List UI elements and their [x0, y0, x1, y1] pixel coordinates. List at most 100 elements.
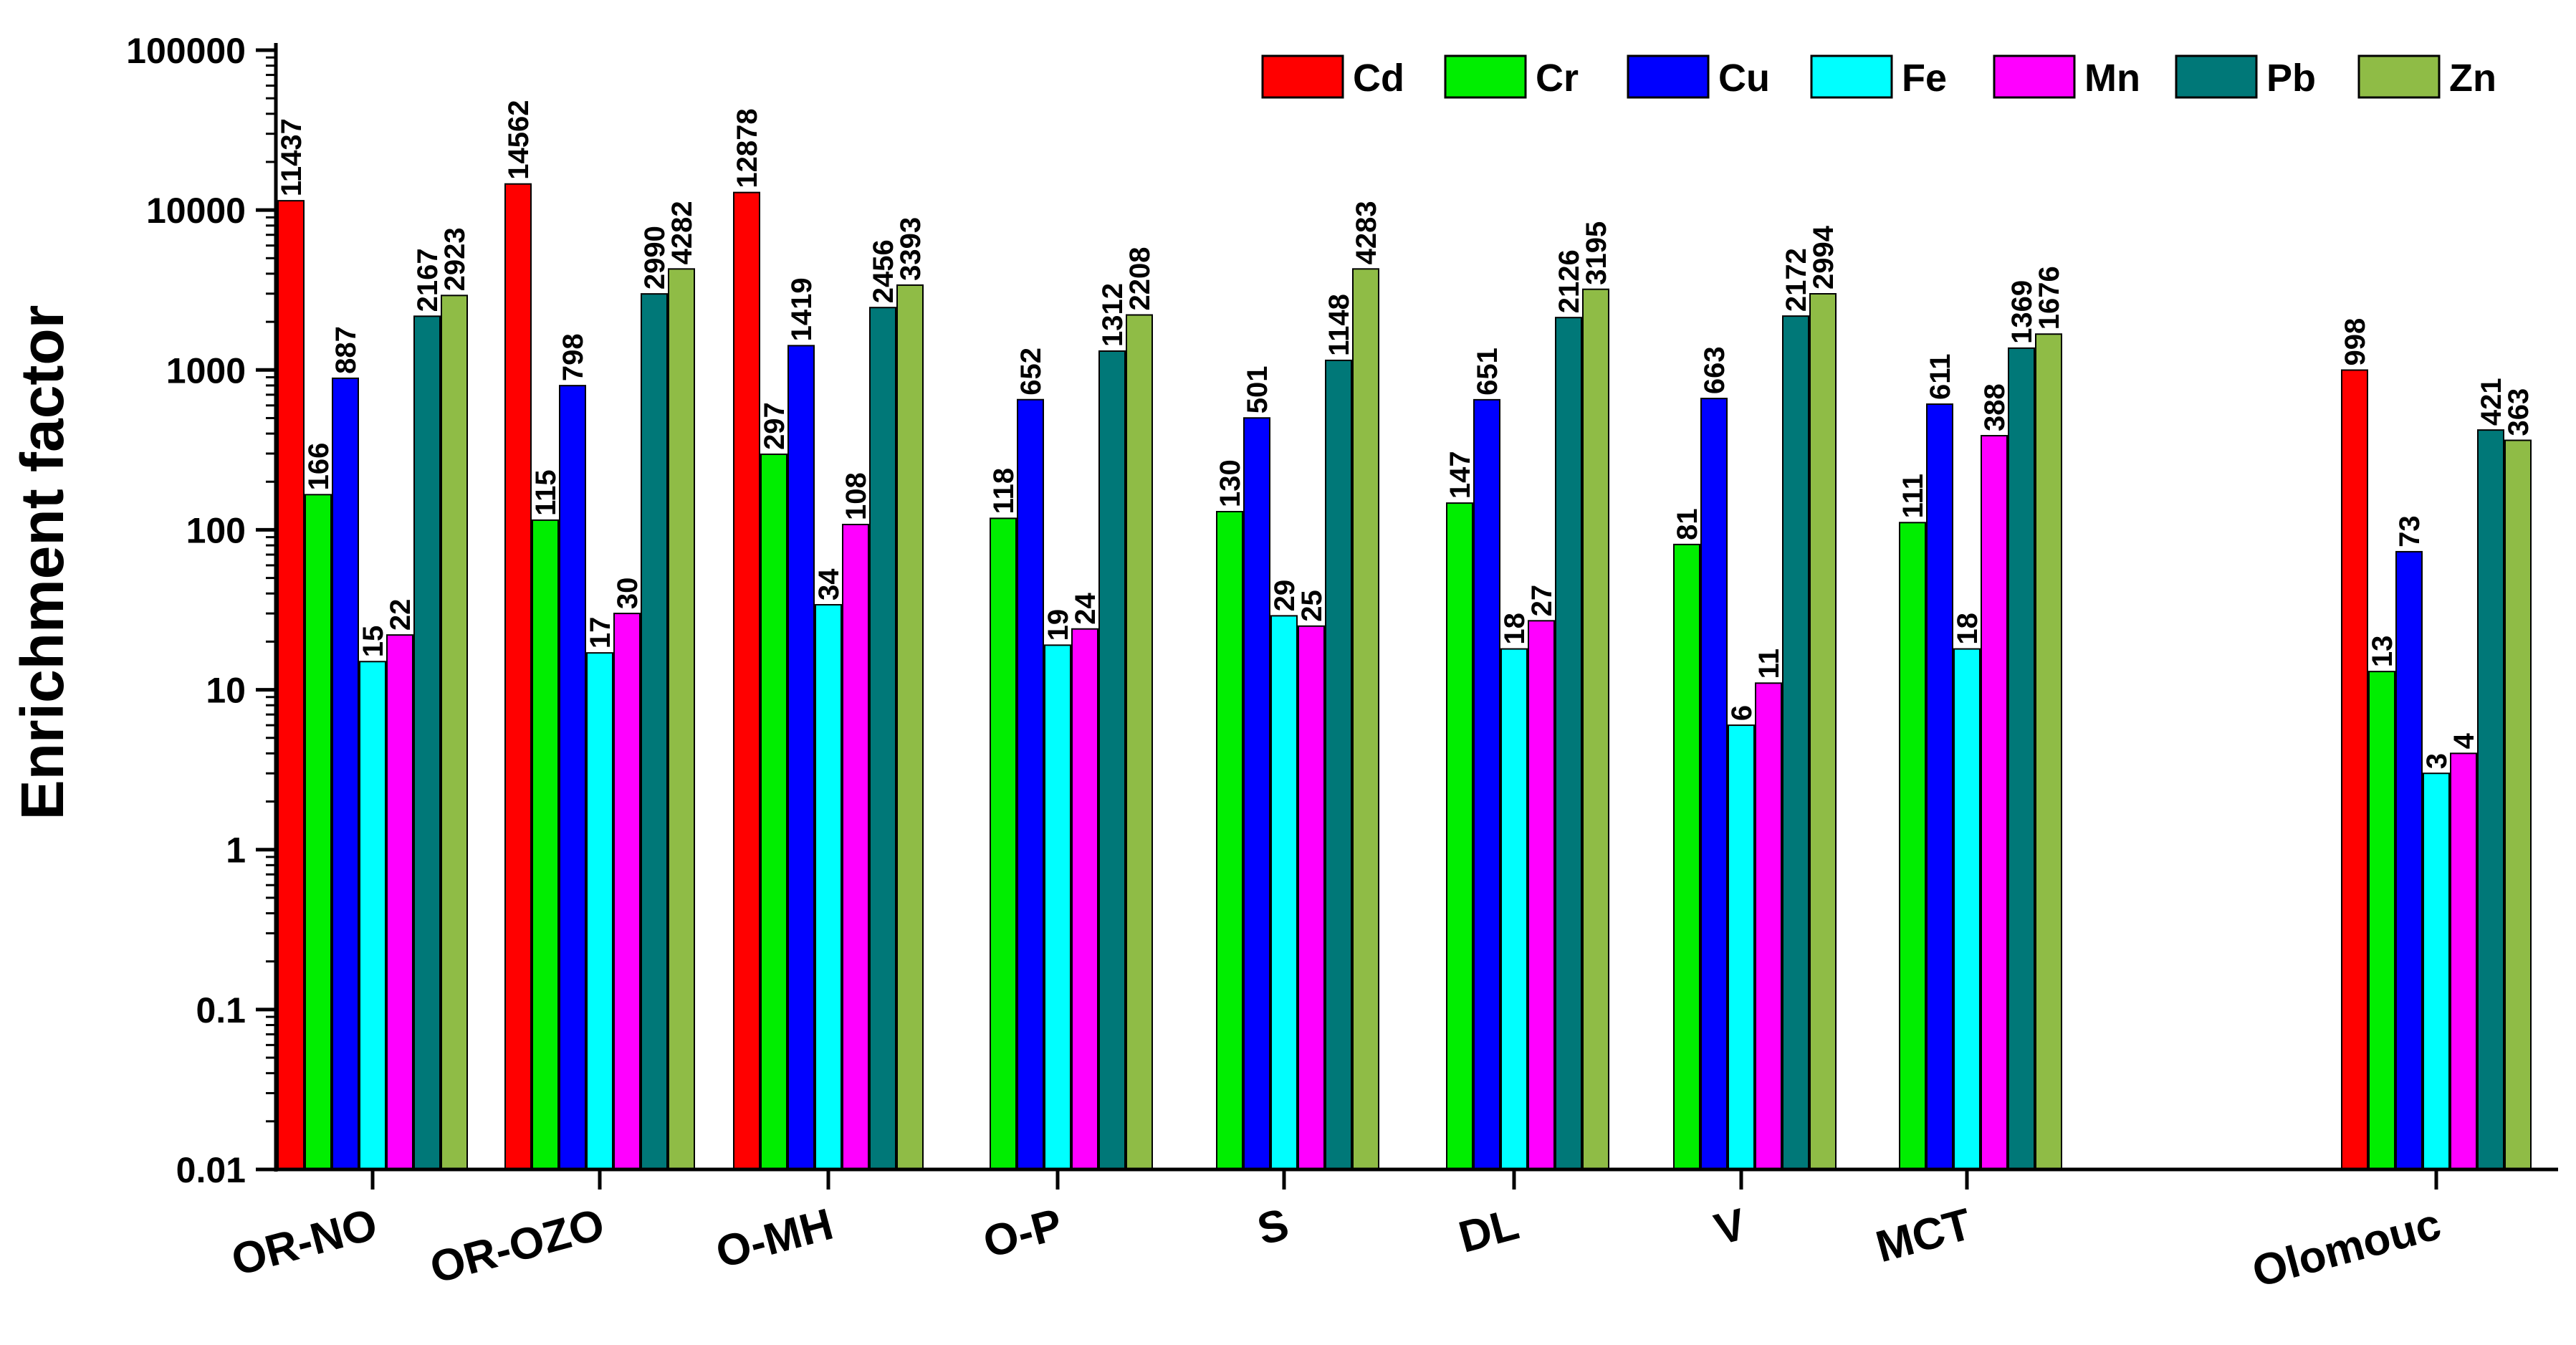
- value-label-cd-o-mh: 12878: [732, 108, 763, 188]
- value-label-zn-olomouc: 363: [2503, 388, 2534, 436]
- bar-zn-s: [1352, 268, 1379, 1170]
- y-tick-label: 100: [186, 510, 246, 550]
- value-label-cr-or-no: 166: [303, 443, 335, 491]
- legend-label-mn: Mn: [2084, 57, 2140, 100]
- legend-label-cu: Cu: [1718, 57, 1770, 100]
- bar-pb-mct: [2008, 347, 2035, 1170]
- value-label-cd-olomouc: 998: [2340, 318, 2371, 366]
- value-label-cr-v: 81: [1672, 508, 1703, 540]
- value-label-mn-olomouc: 4: [2448, 732, 2480, 749]
- value-label-pb-olomouc: 421: [2476, 378, 2507, 426]
- bar-pb-o-p: [1098, 350, 1126, 1171]
- value-label-zn-v: 2994: [1808, 225, 1839, 289]
- value-label-pb-s: 1148: [1323, 294, 1355, 356]
- bar-fe-o-p: [1044, 644, 1071, 1170]
- value-label-mn-or-ozo: 30: [612, 578, 643, 610]
- value-label-cr-s: 130: [1215, 459, 1246, 507]
- y-tick-label: 10000: [146, 191, 246, 231]
- value-label-cr-o-mh: 297: [759, 402, 790, 450]
- value-label-cd-or-no: 11437: [276, 118, 307, 196]
- bar-cr-or-ozo: [532, 519, 559, 1170]
- x-tick-label-dl: DL: [1454, 1200, 1524, 1263]
- legend-label-cd: Cd: [1353, 57, 1404, 100]
- bar-fe-olomouc: [2423, 772, 2450, 1170]
- bar-fe-or-ozo: [586, 652, 613, 1170]
- value-label-mn-o-mh: 108: [841, 472, 872, 520]
- bar-mn-olomouc: [2450, 752, 2477, 1170]
- value-label-zn-or-ozo: 4282: [666, 201, 698, 264]
- y-tick-label: 1000: [166, 350, 246, 391]
- bar-cd-o-mh: [733, 191, 760, 1170]
- bar-zn-dl: [1582, 288, 1609, 1170]
- bar-mn-v: [1755, 682, 1782, 1170]
- value-label-mn-mct: 388: [1979, 383, 2011, 431]
- value-label-cu-or-no: 887: [330, 326, 362, 374]
- bar-mn-s: [1298, 625, 1325, 1170]
- bar-cr-v: [1673, 543, 1700, 1170]
- bar-mn-dl: [1528, 620, 1555, 1170]
- bar-mn-o-mh: [842, 523, 869, 1170]
- bar-zn-v: [1809, 293, 1837, 1170]
- bar-fe-dl: [1500, 648, 1528, 1170]
- y-tick-label: 100000: [126, 31, 246, 71]
- legend-label-pb: Pb: [2266, 57, 2316, 100]
- value-label-cu-olomouc: 73: [2394, 515, 2426, 547]
- legend-swatch-cr: [1444, 54, 1527, 99]
- value-label-fe-olomouc: 3: [2421, 753, 2453, 769]
- y-tick-label: 1: [226, 831, 246, 871]
- bar-cu-o-mh: [787, 345, 815, 1170]
- legend-label-zn: Zn: [2449, 57, 2496, 100]
- bar-mn-or-ozo: [613, 613, 641, 1170]
- bar-zn-or-ozo: [668, 268, 695, 1171]
- bar-cu-or-ozo: [559, 385, 586, 1170]
- bar-zn-olomouc: [2504, 439, 2532, 1170]
- value-label-pb-or-no: 2167: [412, 248, 444, 312]
- value-label-cr-or-ozo: 115: [530, 469, 562, 516]
- bar-pb-olomouc: [2477, 429, 2504, 1170]
- value-label-zn-mct: 1676: [2034, 266, 2065, 330]
- bar-cu-v: [1700, 398, 1728, 1171]
- value-label-cu-o-mh: 1419: [786, 277, 818, 341]
- bar-cd-or-ozo: [504, 183, 532, 1171]
- bar-pb-o-mh: [869, 307, 896, 1171]
- value-label-fe-o-p: 19: [1043, 609, 1074, 641]
- bar-fe-or-no: [359, 661, 386, 1170]
- value-label-pb-o-p: 1312: [1097, 283, 1129, 347]
- bar-cr-s: [1216, 511, 1243, 1170]
- legend-swatch-mn: [1993, 54, 2076, 99]
- value-label-pb-dl: 2126: [1553, 249, 1585, 313]
- value-label-zn-dl: 3195: [1581, 221, 1612, 285]
- value-label-pb-or-ozo: 2990: [639, 226, 671, 289]
- bar-cu-o-p: [1017, 398, 1044, 1171]
- bar-cu-olomouc: [2395, 550, 2423, 1170]
- value-label-cd-or-ozo: 14562: [503, 100, 535, 179]
- bar-cr-dl: [1446, 502, 1473, 1170]
- bar-cr-olomouc: [2368, 671, 2395, 1170]
- legend: Cd Cr Cu Fe Mn Pb Zn: [1261, 54, 2496, 100]
- bar-cu-s: [1243, 417, 1270, 1170]
- value-label-pb-o-mh: 2456: [868, 239, 899, 303]
- x-tick-label-mct: MCT: [1871, 1200, 1977, 1272]
- bar-pb-dl: [1555, 317, 1582, 1171]
- bar-cr-o-p: [990, 517, 1017, 1170]
- value-label-fe-mct: 18: [1952, 613, 1983, 645]
- bar-cr-or-no: [305, 494, 332, 1170]
- bar-zn-o-p: [1126, 314, 1153, 1170]
- bar-cr-mct: [1899, 522, 1926, 1170]
- x-tick-label-s: S: [1253, 1200, 1294, 1255]
- value-label-fe-s: 29: [1269, 580, 1301, 612]
- bar-pb-s: [1325, 359, 1352, 1170]
- value-label-cu-s: 501: [1242, 366, 1273, 414]
- x-tick-label-o-p: O-P: [978, 1200, 1067, 1268]
- bar-fe-o-mh: [815, 603, 842, 1170]
- value-label-mn-s: 25: [1296, 590, 1328, 622]
- value-label-zn-or-no: 2923: [439, 227, 471, 291]
- y-axis-title: Enrichment factor: [9, 305, 76, 820]
- value-label-fe-dl: 18: [1499, 613, 1531, 645]
- x-tick-label-v: V: [1710, 1200, 1751, 1255]
- value-label-mn-dl: 27: [1526, 585, 1558, 617]
- value-label-fe-or-ozo: 17: [585, 617, 616, 649]
- legend-swatch-cu: [1627, 54, 1710, 99]
- value-label-fe-v: 6: [1726, 705, 1758, 721]
